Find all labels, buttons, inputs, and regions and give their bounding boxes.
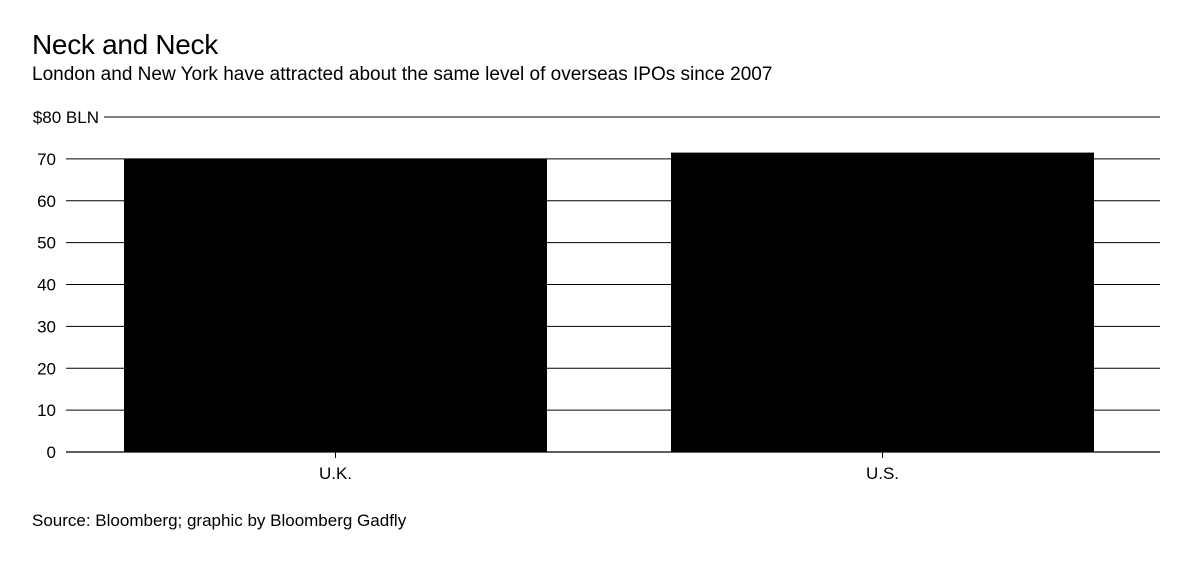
y-tick-label: 10 <box>37 401 56 420</box>
y-axis-ticks: 0 10 20 30 40 50 60 70 $80 BLN <box>33 108 99 462</box>
x-tick-label: U.S. <box>866 464 899 483</box>
y-tick-label: 40 <box>37 276 56 295</box>
chart-title: Neck and Neck <box>32 29 218 60</box>
bars <box>124 152 1094 452</box>
y-tick-label: 70 <box>37 150 56 169</box>
bar-us <box>671 152 1094 452</box>
y-tick-label: 60 <box>37 192 56 211</box>
x-tick-label: U.K. <box>319 464 352 483</box>
y-tick-label: 30 <box>37 317 56 336</box>
y-tick-label: 0 <box>47 443 56 462</box>
x-axis-ticks: U.K. U.S. <box>319 452 899 483</box>
bar-uk <box>124 158 547 452</box>
y-tick-label: $80 BLN <box>33 108 99 127</box>
y-tick-label: 20 <box>37 359 56 378</box>
chart-subtitle: London and New York have attracted about… <box>32 64 773 85</box>
source-note: Source: Bloomberg; graphic by Bloomberg … <box>32 511 407 530</box>
y-tick-label: 50 <box>37 234 56 253</box>
